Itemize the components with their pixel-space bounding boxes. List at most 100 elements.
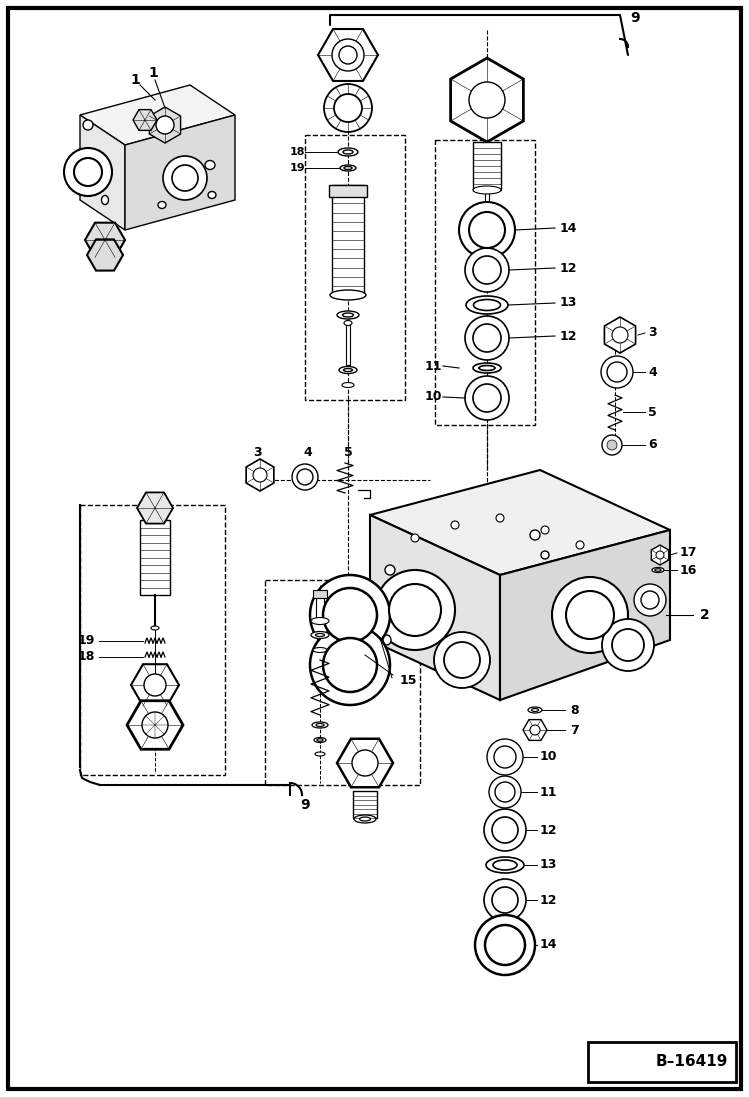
Ellipse shape (466, 296, 508, 314)
Ellipse shape (311, 632, 329, 638)
Text: 12: 12 (540, 824, 557, 837)
Ellipse shape (493, 860, 517, 870)
Circle shape (375, 570, 455, 651)
Bar (353, 791, 377, 818)
Polygon shape (80, 115, 125, 230)
Circle shape (576, 541, 584, 548)
Text: B–16419: B–16419 (655, 1054, 728, 1070)
Ellipse shape (473, 363, 501, 373)
Text: 12: 12 (540, 893, 557, 906)
Bar (80, 505, 225, 774)
Circle shape (334, 94, 362, 122)
Circle shape (459, 202, 515, 258)
Circle shape (601, 357, 633, 388)
Polygon shape (80, 84, 235, 145)
Polygon shape (85, 223, 125, 258)
Circle shape (612, 629, 644, 661)
Ellipse shape (342, 383, 354, 387)
Ellipse shape (316, 724, 324, 726)
Text: 3: 3 (254, 445, 262, 459)
Bar (305, 135, 405, 400)
Circle shape (444, 642, 480, 678)
Circle shape (323, 588, 377, 642)
Circle shape (602, 619, 654, 671)
Text: 5: 5 (648, 406, 657, 418)
Ellipse shape (314, 737, 326, 743)
Circle shape (292, 464, 318, 490)
Polygon shape (246, 459, 274, 491)
Circle shape (465, 376, 509, 420)
Ellipse shape (102, 195, 109, 204)
Circle shape (74, 158, 102, 186)
Polygon shape (451, 58, 524, 142)
Circle shape (142, 712, 168, 738)
Circle shape (352, 750, 378, 776)
Circle shape (602, 436, 622, 455)
Polygon shape (131, 664, 179, 705)
Ellipse shape (344, 320, 352, 326)
Ellipse shape (652, 567, 664, 573)
Text: 7: 7 (570, 724, 579, 736)
Text: 2: 2 (700, 608, 710, 622)
Ellipse shape (528, 706, 542, 713)
Circle shape (607, 362, 627, 382)
Ellipse shape (208, 192, 216, 199)
Circle shape (473, 384, 501, 412)
Circle shape (492, 817, 518, 842)
Ellipse shape (385, 565, 395, 575)
Circle shape (469, 82, 505, 118)
Ellipse shape (338, 148, 358, 156)
Text: 1: 1 (130, 73, 140, 87)
Text: 14: 14 (540, 939, 557, 951)
Text: 5: 5 (344, 445, 352, 459)
Polygon shape (370, 514, 500, 700)
Polygon shape (149, 108, 181, 143)
Ellipse shape (344, 369, 353, 372)
Text: 19: 19 (78, 633, 95, 646)
Bar (588, 1042, 736, 1082)
Circle shape (607, 440, 617, 450)
Circle shape (389, 584, 441, 636)
Text: 15: 15 (400, 674, 417, 687)
Text: 10: 10 (540, 750, 557, 764)
Ellipse shape (340, 165, 356, 171)
Ellipse shape (205, 160, 215, 170)
Text: 10: 10 (425, 391, 443, 404)
Ellipse shape (473, 299, 500, 310)
Text: 17: 17 (680, 546, 697, 559)
Circle shape (64, 148, 112, 196)
Circle shape (323, 638, 377, 692)
Ellipse shape (311, 618, 329, 624)
Polygon shape (318, 29, 378, 81)
Text: 8: 8 (570, 703, 579, 716)
Text: 4: 4 (648, 365, 657, 378)
Ellipse shape (479, 365, 495, 371)
Ellipse shape (343, 150, 353, 154)
Text: 9: 9 (300, 798, 309, 812)
Text: 1: 1 (148, 66, 158, 80)
Circle shape (541, 525, 549, 534)
Bar (316, 593, 324, 621)
Bar (329, 185, 367, 197)
Ellipse shape (158, 202, 166, 208)
Circle shape (492, 887, 518, 913)
Circle shape (411, 534, 419, 542)
Circle shape (495, 782, 515, 802)
Circle shape (641, 591, 659, 609)
Ellipse shape (541, 551, 549, 559)
Ellipse shape (473, 186, 501, 194)
Ellipse shape (151, 626, 159, 630)
Ellipse shape (312, 722, 328, 728)
Polygon shape (604, 317, 636, 353)
Text: 14: 14 (560, 222, 577, 235)
Circle shape (484, 879, 526, 921)
Bar (313, 590, 327, 598)
Text: 18: 18 (78, 649, 95, 663)
Circle shape (465, 248, 509, 292)
Text: 13: 13 (560, 296, 577, 309)
Polygon shape (133, 110, 157, 131)
Circle shape (484, 808, 526, 851)
Circle shape (530, 725, 540, 735)
Polygon shape (500, 530, 670, 700)
Circle shape (332, 39, 364, 71)
